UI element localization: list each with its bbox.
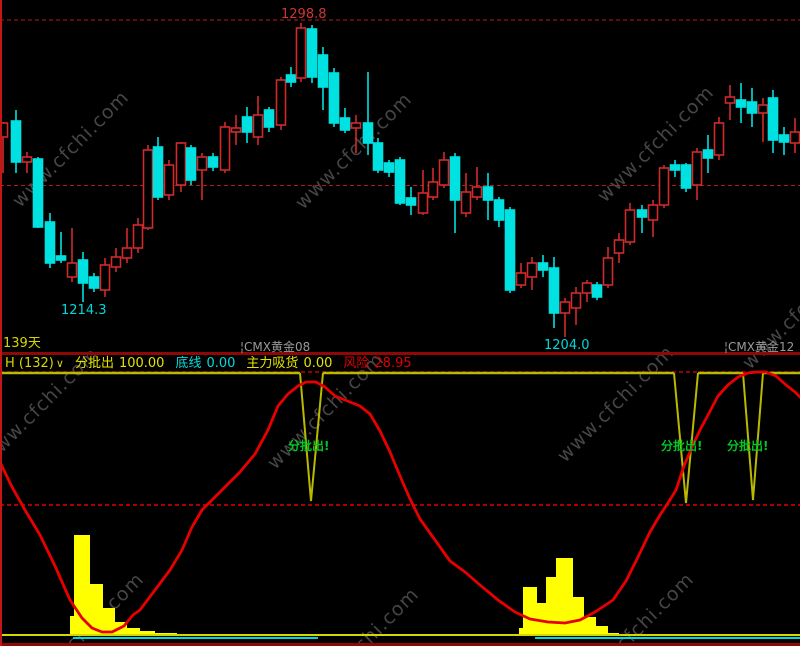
contract-label-cmx08: ¦CMX黄金08 [240, 340, 311, 354]
indicator-selector[interactable]: H (132) ∨ [5, 357, 64, 370]
field-value: 100.00 [118, 356, 165, 371]
indicator-field-fengxian: 风险 28.95 [343, 357, 411, 370]
low-price-label-right: 1204.0 [544, 338, 590, 353]
high-price-label: 1298.8 [281, 7, 327, 22]
period-label: 139天 [3, 336, 41, 351]
indicator-field-zhulixihuo: 主力吸货 0.00 [246, 357, 332, 370]
field-label: 风险 [343, 356, 370, 371]
indicator-field-fenpichu: 分批出 100.00 [75, 357, 165, 370]
indicator-title: H (132) [5, 356, 54, 371]
field-label: 分批出 [74, 356, 114, 371]
indicator-header: H (132) ∨ 分批出 100.00 底线 0.00 主力吸货 0.00 风… [0, 355, 800, 372]
low-price-label-left: 1214.3 [61, 303, 107, 318]
field-value: 28.95 [374, 356, 412, 371]
signal-label: 分批出! [661, 439, 703, 453]
field-label: 底线 [175, 356, 202, 371]
field-value: 0.00 [303, 356, 333, 371]
chevron-down-icon: ∨ [55, 357, 64, 370]
indicator-field-dixian: 底线 0.00 [175, 357, 235, 370]
contract-label-cmx12: ¦CMX黄金12 [724, 340, 795, 354]
signal-label: 分批出! [727, 439, 769, 453]
field-value: 0.00 [206, 356, 236, 371]
signal-label: 分批出! [288, 439, 330, 453]
field-label: 主力吸货 [246, 356, 299, 371]
